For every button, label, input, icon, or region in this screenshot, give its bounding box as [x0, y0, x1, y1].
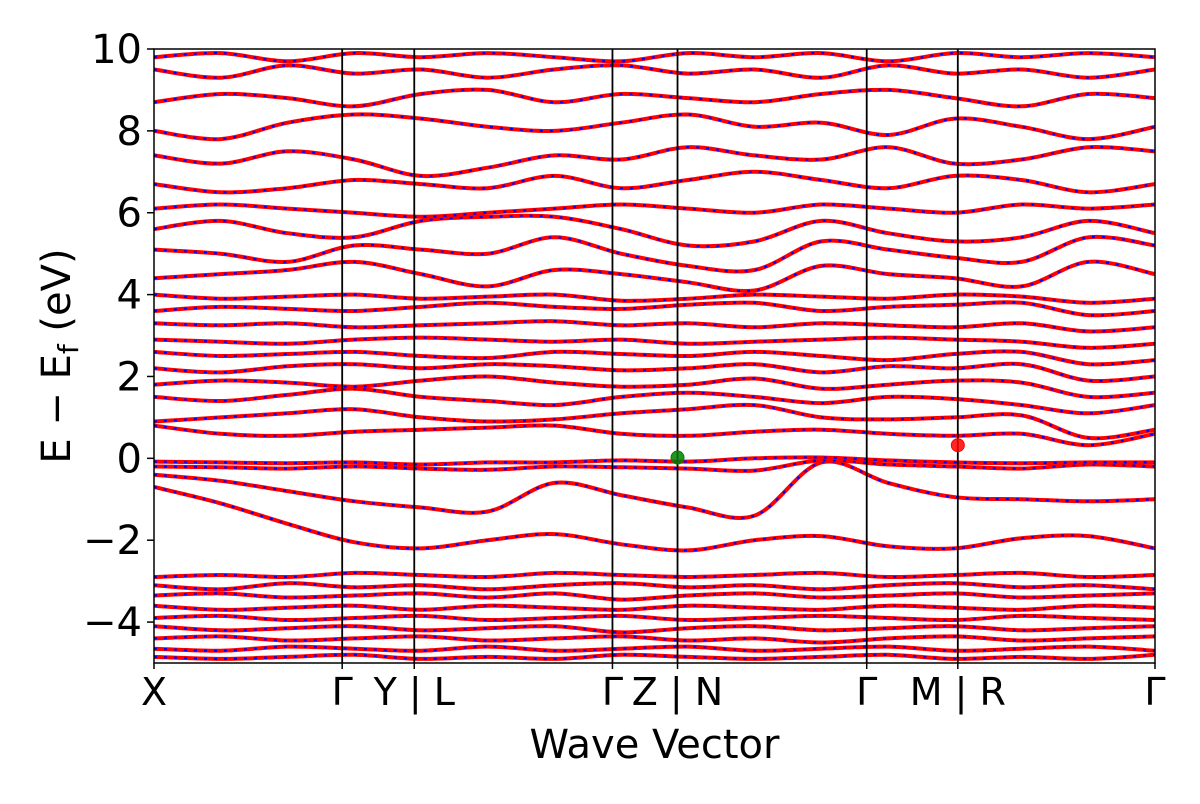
x-tick-label-7: Γ: [1144, 670, 1165, 714]
y-axis: −4 −2 0 2 4 6 8 10: [83, 27, 154, 646]
band-line-dash-1: [154, 460, 1155, 520]
y-label-unit: (eV): [34, 248, 80, 344]
y-tick-label-5: 6: [117, 191, 142, 237]
x-tick-label-0: X: [141, 670, 167, 714]
y-tick-label-1: −2: [83, 518, 142, 564]
band-line-dash-30: [154, 635, 1155, 644]
band-line-dash-26: [154, 592, 1155, 601]
marker-vbm: [670, 450, 685, 465]
band-line-18: [154, 169, 1155, 195]
y-tick-label-0: −4: [83, 600, 142, 646]
y-tick-label-4: 4: [117, 273, 142, 319]
band-line-0: [154, 485, 1155, 553]
y-tick-label-7: 10: [91, 27, 142, 73]
kpoint-divider-lines: [341, 49, 959, 663]
band-line-16: [154, 213, 1155, 249]
x-tick-label-5: Γ: [856, 670, 877, 714]
y-tick-label-3: 2: [117, 354, 142, 400]
band-line-14: [154, 259, 1155, 294]
band-line-dash-20: [154, 113, 1155, 141]
band-line-dash-11: [154, 320, 1155, 333]
y-tick-label-6: 8: [117, 109, 142, 155]
x-tick-label-6: M | R: [910, 670, 1006, 715]
band-line-dash-13: [154, 293, 1155, 304]
band-line-dash-9: [154, 350, 1155, 366]
band-line-dash-0: [154, 485, 1155, 552]
y-label-sub: f: [52, 343, 85, 354]
band-line-dash-8: [154, 362, 1155, 383]
band-line-dash-4: [154, 424, 1155, 447]
band-line-dash-29: [154, 624, 1155, 634]
band-line-20: [154, 112, 1155, 142]
x-tick-label-2: Y | L: [373, 670, 455, 715]
x-axis-label: Wave Vector: [530, 722, 781, 768]
band-line-dash-32: [154, 653, 1155, 661]
band-line-dash-10: [154, 336, 1155, 349]
marker-cbm: [950, 438, 965, 453]
band-line-dash-28: [154, 614, 1155, 622]
band-line-dash-27: [154, 604, 1155, 611]
band-line-dash-17: [154, 203, 1155, 218]
band-line-dash-25: [154, 582, 1155, 591]
band-line-dash-5: [154, 403, 1155, 440]
band-line-dash-18: [154, 170, 1155, 194]
band-line-21: [154, 87, 1155, 109]
band-line-dash-2: [154, 459, 1155, 473]
band-line-dash-21: [154, 88, 1155, 108]
x-tick-label-3: Γ: [602, 670, 623, 714]
y-label-main: E − E: [34, 354, 80, 464]
bands-layer: [154, 51, 1155, 661]
y-tick-label-2: 0: [117, 436, 142, 482]
y-axis-label: E − Ef (eV): [34, 248, 85, 463]
band-line-dash-3: [154, 456, 1155, 466]
markers-layer: [670, 438, 965, 465]
band-line-dash-6: [154, 387, 1155, 415]
band-line-dash-15: [154, 235, 1155, 273]
band-line-dash-22: [154, 64, 1155, 79]
x-tick-label-1: Γ: [332, 670, 353, 714]
band-line-dash-16: [154, 214, 1155, 248]
plot-frame: [153, 48, 1156, 664]
band-line-dash-31: [154, 645, 1155, 652]
band-line-dash-24: [154, 571, 1155, 579]
band-line-dash-7: [154, 375, 1155, 399]
x-tick-label-4: Z | N: [632, 670, 723, 715]
band-line-19: [154, 144, 1155, 179]
band-line-dash-12: [154, 301, 1155, 317]
band-line-dash-23: [154, 51, 1155, 63]
